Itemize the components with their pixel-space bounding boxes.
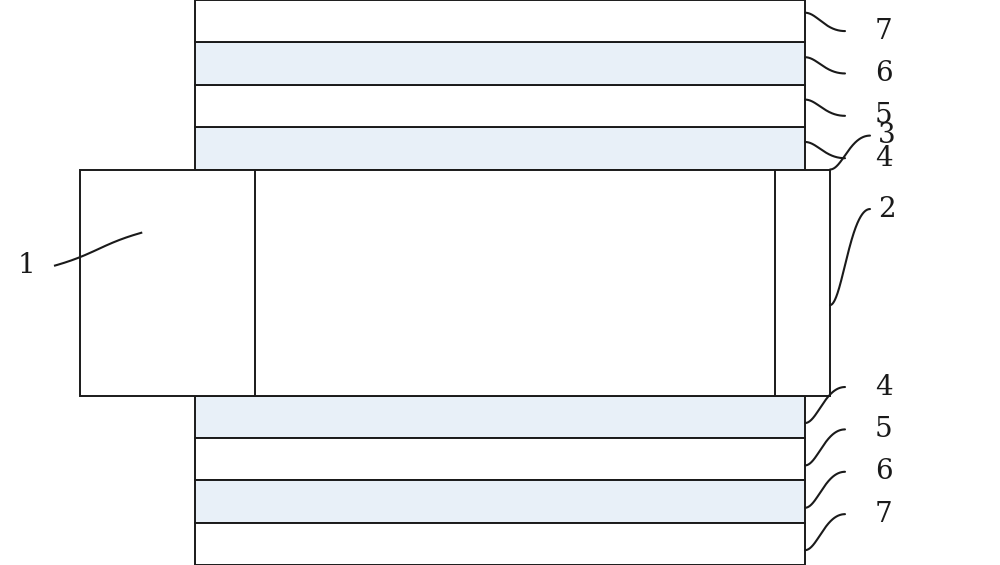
Bar bbox=[195, 523, 805, 565]
Bar bbox=[195, 480, 805, 523]
Text: 2: 2 bbox=[878, 195, 896, 223]
Bar bbox=[195, 396, 805, 438]
Bar bbox=[195, 127, 805, 170]
Text: 5: 5 bbox=[875, 102, 893, 129]
Bar bbox=[195, 170, 805, 396]
Bar bbox=[195, 85, 805, 127]
Bar bbox=[80, 170, 255, 396]
Text: 6: 6 bbox=[875, 458, 893, 485]
Text: 3: 3 bbox=[878, 122, 896, 149]
Bar bbox=[775, 170, 830, 396]
Text: 6: 6 bbox=[875, 60, 893, 87]
Bar bbox=[195, 438, 805, 480]
Text: 5: 5 bbox=[875, 416, 893, 443]
Text: 4: 4 bbox=[875, 145, 893, 172]
Bar bbox=[195, 42, 805, 85]
Text: 1: 1 bbox=[18, 252, 36, 279]
Text: 4: 4 bbox=[875, 373, 893, 401]
Bar bbox=[195, 0, 805, 42]
Text: 7: 7 bbox=[875, 501, 893, 528]
Text: 7: 7 bbox=[875, 18, 893, 45]
